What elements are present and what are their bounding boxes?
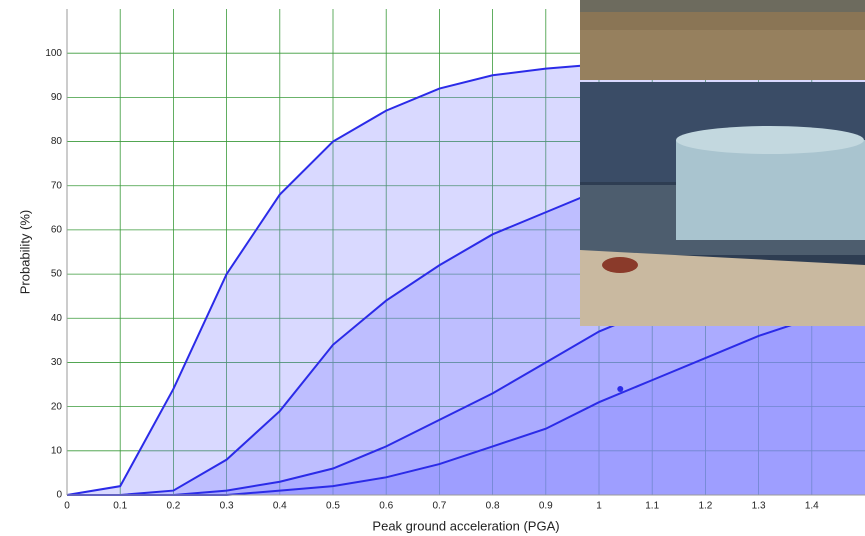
x-tick-label: 1.4: [805, 501, 819, 512]
marker-point: [617, 386, 623, 392]
y-tick-label: 50: [51, 269, 63, 280]
photos: [580, 0, 865, 326]
photo-shore: [580, 0, 865, 12]
y-tick-label: 90: [51, 92, 63, 103]
x-tick-label: 0.2: [166, 501, 180, 512]
y-tick-label: 10: [51, 445, 63, 456]
y-axis-label: Probability (%): [17, 210, 32, 295]
y-tick-label: 0: [56, 490, 62, 501]
y-tick-label: 100: [45, 48, 62, 59]
x-tick-label: 1.1: [645, 501, 659, 512]
photo-tank-body: [676, 140, 865, 240]
photo-tank-top: [676, 126, 864, 154]
x-tick-label: 0.4: [273, 501, 287, 512]
photo-water: [580, 30, 865, 80]
chart: 0 10 20 30 40 50 60 70 80 90 100 0 0.1 0.2 0.3 0.4 0.5 0.…: [0, 0, 865, 536]
y-tick-label: 70: [51, 180, 63, 191]
x-tick-label: 0.7: [432, 501, 446, 512]
y-tick-label: 20: [51, 401, 63, 412]
y-tick-label: 60: [51, 225, 63, 236]
x-tick-label: 0.5: [326, 501, 340, 512]
x-tick-label: 1.2: [698, 501, 712, 512]
photo-debris: [602, 257, 638, 273]
y-tick-label: 30: [51, 357, 63, 368]
y-tick-label: 80: [51, 136, 63, 147]
x-tick-label: 0.3: [220, 501, 234, 512]
x-tick-label: 1.3: [752, 501, 766, 512]
x-tick-label: 0.8: [486, 501, 500, 512]
y-tick-label: 40: [51, 313, 63, 324]
x-tick-label: 0: [64, 501, 70, 512]
x-axis-label: Peak ground acceleration (PGA): [372, 518, 559, 533]
x-tick-label: 1: [596, 501, 602, 512]
x-tick-label: 0.6: [379, 501, 393, 512]
x-tick-label: 0.1: [113, 501, 127, 512]
page: {"chart_data": {"type": "line", "x_label…: [0, 0, 865, 536]
x-tick-label: 0.9: [539, 501, 553, 512]
